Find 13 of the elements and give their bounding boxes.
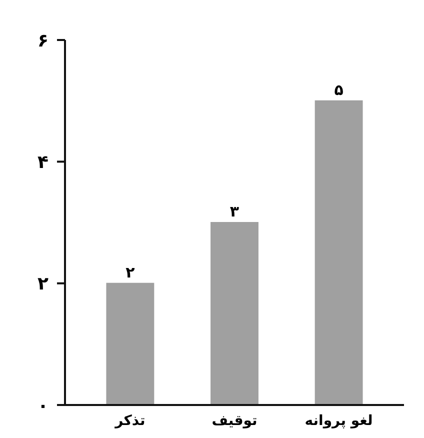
x-tick-label: توقیف xyxy=(212,413,258,429)
y-tick-label: ۰ xyxy=(38,395,48,416)
data-label: ۳ xyxy=(230,202,240,220)
x-tick-label: لغو پروانه xyxy=(304,413,373,429)
y-tick-label: ۴ xyxy=(38,152,48,173)
x-tick-label: تذکر xyxy=(114,413,146,429)
y-tick-label: ۶ xyxy=(38,30,48,52)
data-label: ۵ xyxy=(334,80,344,99)
y-tick-label: ۲ xyxy=(38,274,48,295)
data-label: ۲ xyxy=(126,263,135,282)
bar xyxy=(210,222,258,406)
bar xyxy=(106,282,154,406)
bar xyxy=(314,100,363,406)
